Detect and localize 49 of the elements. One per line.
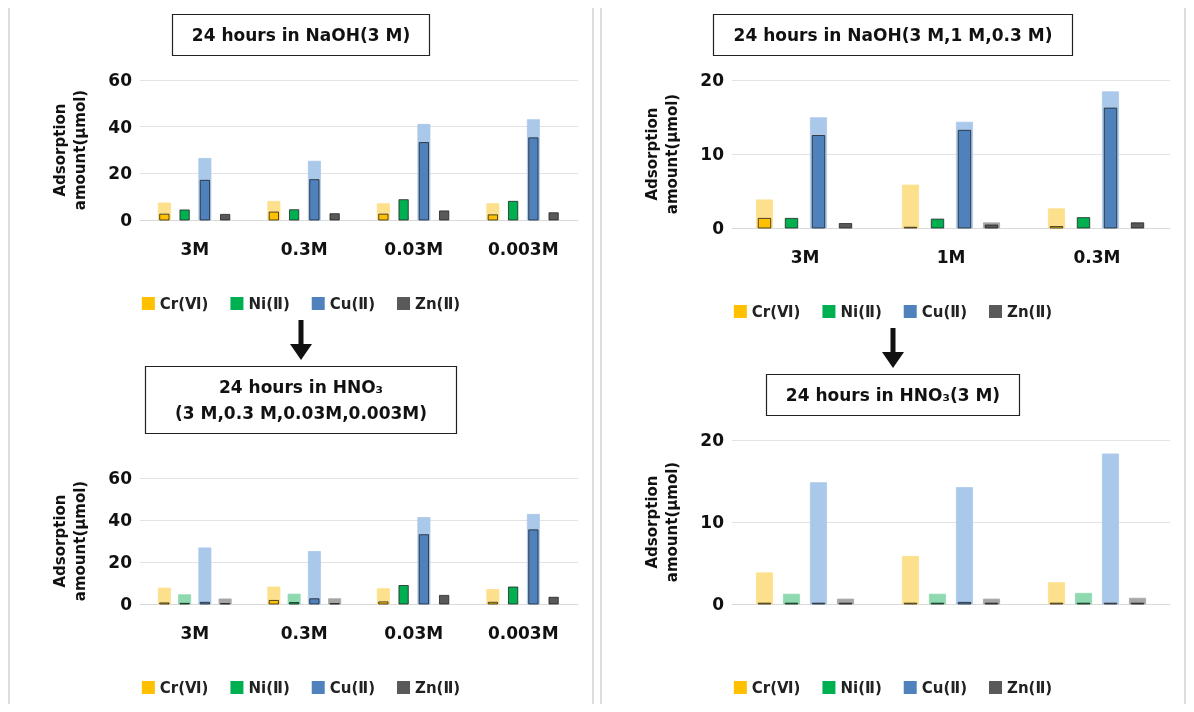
y-tick-label: 0	[712, 594, 725, 614]
chart-title: 24 hours in NaOH(3 M)	[191, 25, 411, 45]
x-tick-label: 3M	[180, 238, 210, 259]
y-tick-label: 20	[108, 552, 133, 572]
legend-label: Cu(Ⅱ)	[329, 678, 376, 697]
x-tick-label: 3M	[790, 246, 820, 267]
x-tick-label: 0.03M	[384, 622, 444, 643]
legend-label: Cr(Ⅵ)	[159, 678, 209, 697]
legend-label: Zn(Ⅱ)	[1007, 678, 1053, 697]
legend-label: Cr(Ⅵ)	[159, 294, 209, 313]
y-tick-label: 0	[120, 594, 133, 614]
y-tick-label: 20	[700, 70, 725, 90]
legend-label: Zn(Ⅱ)	[1007, 302, 1053, 321]
y-tick-label: 40	[108, 510, 133, 530]
y-axis-title: Adsorption amount(μmol)	[51, 89, 89, 211]
legend-label: Zn(Ⅱ)	[415, 294, 461, 313]
y-tick-label: 0	[712, 218, 725, 238]
y-axis-title: Adsorption amount(μmol)	[51, 480, 89, 602]
legend-label: Cr(Ⅵ)	[751, 678, 801, 697]
legend-label: Ni(Ⅱ)	[248, 678, 290, 697]
chart-title: 24 hours in HNO₃ (3 M,0.3 M,0.03M,0.003M)	[174, 377, 428, 423]
legend-label: Zn(Ⅱ)	[415, 678, 461, 697]
y-tick-label: 10	[700, 144, 725, 164]
x-tick-label: 0.3M	[280, 238, 328, 259]
x-tick-label: 0.03M	[384, 238, 444, 259]
y-tick-label: 0	[120, 210, 133, 230]
chart-title: 24 hours in NaOH(3 M,1 M,0.3 M)	[733, 25, 1053, 45]
chart-title: 24 hours in HNO₃(3 M)	[785, 385, 1001, 405]
y-tick-label: 20	[700, 430, 725, 450]
legend-label: Ni(Ⅱ)	[840, 302, 882, 321]
legend-label: Ni(Ⅱ)	[840, 678, 882, 697]
x-tick-label: 0.3M	[280, 622, 328, 643]
legend-label: Ni(Ⅱ)	[248, 294, 290, 313]
y-tick-label: 60	[108, 70, 133, 90]
y-axis-title: Adsorption amount(μmol)	[643, 461, 681, 583]
x-tick-label: 0.003M	[487, 238, 559, 259]
x-tick-label: 0.003M	[487, 622, 559, 643]
y-tick-label: 60	[108, 468, 133, 488]
y-axis-title: Adsorption amount(μmol)	[643, 93, 681, 215]
legend-label: Cu(Ⅱ)	[921, 302, 968, 321]
y-tick-label: 20	[108, 163, 133, 184]
x-tick-label: 1M	[936, 246, 966, 267]
y-tick-label: 10	[700, 512, 725, 532]
legend-label: Cu(Ⅱ)	[329, 294, 376, 313]
x-tick-label: 0.3M	[1073, 246, 1121, 267]
x-tick-label: 3M	[180, 622, 210, 643]
legend-label: Cu(Ⅱ)	[921, 678, 968, 697]
legend-label: Cr(Ⅵ)	[751, 302, 801, 321]
y-tick-label: 40	[108, 116, 133, 137]
